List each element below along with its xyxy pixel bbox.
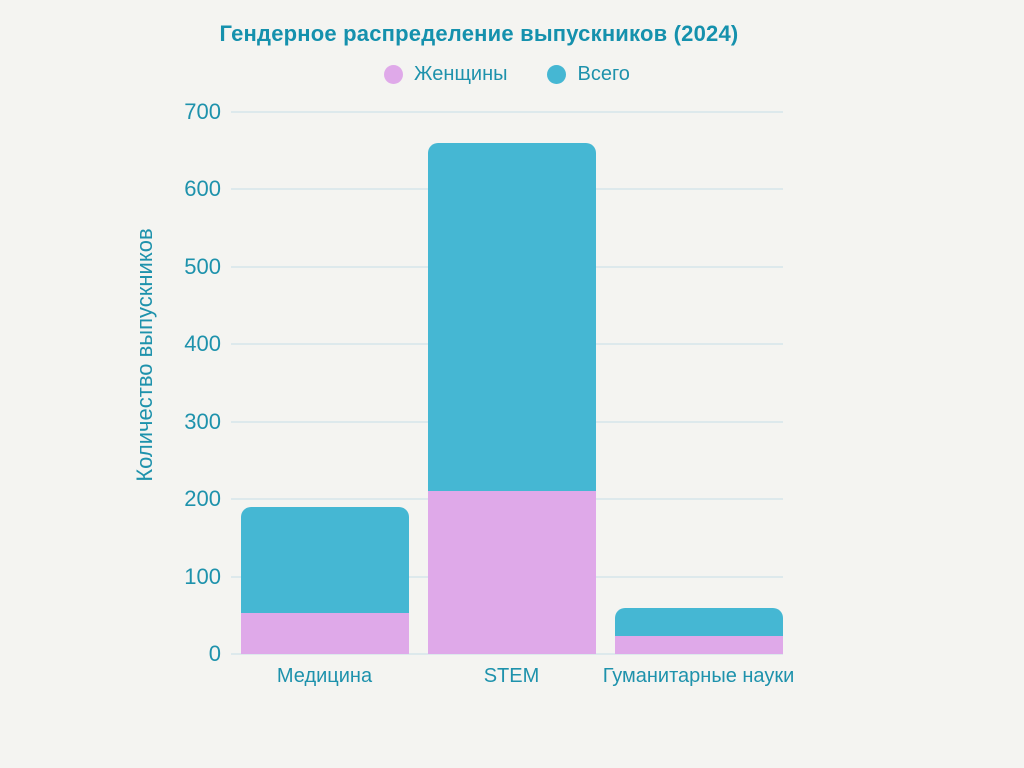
y-tick-label-100: 100 — [184, 563, 221, 589]
bar-women-2 — [427, 491, 596, 654]
y-tick-label-200: 200 — [184, 486, 221, 512]
y-tick-label-700: 700 — [184, 99, 221, 124]
legend-swatch-women-icon — [384, 65, 404, 84]
y-tick-label-0: 0 — [208, 641, 221, 666]
x-category-label-1: Медицина — [276, 665, 373, 687]
gridline-y-0 — [231, 653, 783, 655]
bar-women-1 — [240, 612, 409, 654]
legend-item-total: Всего — [547, 63, 630, 86]
gridline-y-700 — [231, 111, 783, 113]
y-tick-label-600: 600 — [184, 176, 221, 202]
y-tick-label-500: 500 — [184, 253, 221, 279]
y-tick-label-400: 400 — [184, 331, 221, 357]
x-category-label-3: Гуманитарные науки — [602, 665, 795, 687]
x-category-label-2: STEM — [483, 665, 540, 687]
legend-label-total: Всего — [577, 63, 630, 85]
legend-item-women: Женщины — [384, 63, 507, 86]
legend-swatch-total-icon — [547, 65, 567, 84]
legend-label-women: Женщины — [414, 63, 508, 85]
legend: Женщины Всего — [0, 63, 1014, 86]
bar-women-3 — [614, 636, 783, 654]
chart-title: Гендерное распределение выпускников (202… — [219, 21, 739, 46]
plot-area — [231, 111, 783, 655]
y-tick-label-300: 300 — [184, 408, 221, 434]
